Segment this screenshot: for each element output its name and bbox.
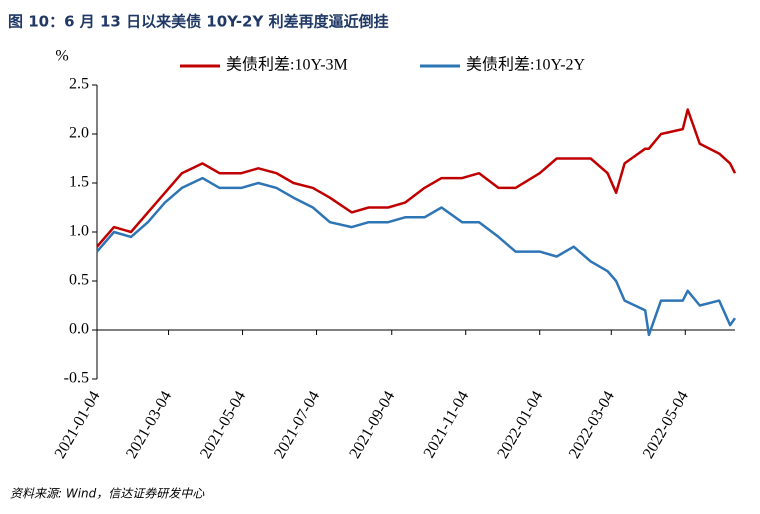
chart-title: 图 10：6 月 13 日以来美债 10Y-2Y 利差再度逼近倒挂	[8, 13, 389, 31]
x-tick-label: 2021-09-04	[346, 388, 398, 461]
x-tick-label: 2021-05-04	[197, 388, 249, 461]
source: 资料来源: Wind，信达证券研发中心	[10, 487, 205, 501]
y-unit: %	[55, 48, 68, 65]
x-tick-label: 2021-11-04	[421, 388, 473, 461]
x-tick-label: 2021-03-04	[123, 388, 175, 461]
series-line	[96, 176, 737, 337]
x-tick-label: 2022-01-04	[494, 388, 546, 461]
y-tick-label: 2.5	[69, 76, 89, 93]
y-tick-label: 1.5	[69, 174, 89, 191]
x-tick-label: 2021-07-04	[271, 388, 323, 461]
x-tick-label: 2021-01-04	[52, 388, 104, 461]
y-tick-label: 1.0	[69, 223, 89, 240]
legend-label: 美债利差:10Y-3M	[226, 56, 348, 74]
legend-label: 美债利差:10Y-2Y	[466, 56, 586, 74]
y-tick-label: 0.0	[69, 321, 89, 338]
y-tick-label: 2.0	[69, 125, 89, 142]
x-tick-label: 2022-05-04	[640, 388, 692, 461]
series-line	[96, 108, 737, 248]
x-tick-label: 2022-03-04	[566, 388, 618, 461]
y-tick-label: 0.5	[69, 272, 89, 289]
y-tick-label: -0.5	[64, 370, 89, 387]
